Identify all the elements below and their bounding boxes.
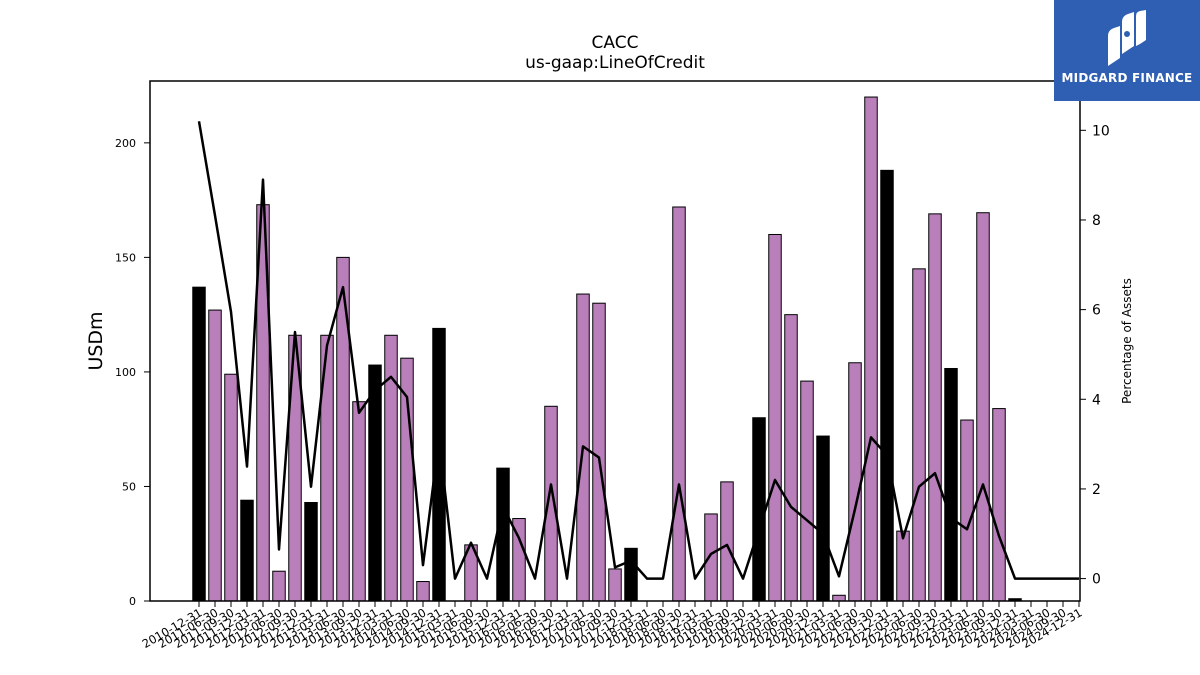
bar bbox=[608, 568, 622, 602]
bars-layer bbox=[192, 96, 1022, 602]
brand-name: MIDGARD FINANCE bbox=[1061, 71, 1193, 85]
bar bbox=[352, 401, 366, 602]
bar bbox=[816, 435, 830, 602]
y-tick-label: 0 bbox=[129, 595, 136, 608]
bar bbox=[976, 212, 990, 602]
bar bbox=[224, 373, 238, 602]
bar bbox=[944, 367, 958, 602]
bar bbox=[592, 302, 606, 602]
line-layer bbox=[197, 121, 1079, 580]
bar bbox=[192, 286, 206, 602]
y-tick-label: 150 bbox=[115, 251, 136, 264]
y-tick-label: 200 bbox=[115, 137, 136, 150]
bar bbox=[720, 481, 734, 602]
bar bbox=[704, 513, 718, 602]
brand-mark-icon bbox=[1108, 10, 1146, 66]
bar bbox=[208, 309, 222, 602]
chart-subtitle: us-gaap:LineOfCredit bbox=[525, 53, 705, 73]
bar bbox=[384, 334, 398, 602]
y2-tick-label: 0 bbox=[1092, 572, 1101, 588]
bar bbox=[304, 502, 318, 602]
bar bbox=[800, 380, 814, 602]
brand-logo: MIDGARD FINANCE bbox=[1054, 0, 1200, 101]
bar bbox=[784, 314, 798, 602]
y2-tick-label: 6 bbox=[1092, 303, 1101, 319]
bar bbox=[752, 417, 766, 602]
bar bbox=[624, 547, 638, 602]
chart-title: CACC bbox=[592, 33, 639, 53]
bar bbox=[832, 594, 846, 602]
bar bbox=[400, 357, 414, 602]
bar bbox=[768, 233, 782, 602]
bar bbox=[912, 268, 926, 602]
bar bbox=[928, 213, 942, 602]
y2-tick-label: 8 bbox=[1092, 213, 1101, 229]
y2-tick-label: 10 bbox=[1092, 123, 1110, 139]
bar bbox=[272, 570, 286, 602]
bar bbox=[864, 96, 878, 602]
bar bbox=[848, 362, 862, 602]
bar bbox=[416, 581, 430, 602]
bar bbox=[336, 256, 350, 602]
y-axis-label: USDm bbox=[85, 311, 107, 370]
x-axis: 2010-12-312011-06-302011-09-302011-12-31… bbox=[140, 601, 1085, 651]
y-tick-label: 100 bbox=[115, 366, 136, 379]
right-axis: 0 2 4 6 8 10 bbox=[1080, 123, 1110, 588]
bar bbox=[896, 530, 910, 602]
bar bbox=[992, 408, 1006, 602]
y2-tick-label: 4 bbox=[1092, 392, 1101, 408]
bar bbox=[368, 364, 382, 602]
bar bbox=[496, 467, 510, 602]
bar bbox=[960, 419, 974, 602]
bar bbox=[672, 206, 686, 602]
y2-tick-label: 2 bbox=[1092, 482, 1101, 498]
left-axis: 0 50 100 150 200 bbox=[115, 137, 150, 608]
bar bbox=[240, 499, 254, 602]
y2-axis-label: Percentage of Assets bbox=[1120, 278, 1134, 404]
y-tick-label: 50 bbox=[122, 480, 136, 493]
percentage-line bbox=[197, 121, 1079, 580]
bar bbox=[880, 169, 894, 602]
